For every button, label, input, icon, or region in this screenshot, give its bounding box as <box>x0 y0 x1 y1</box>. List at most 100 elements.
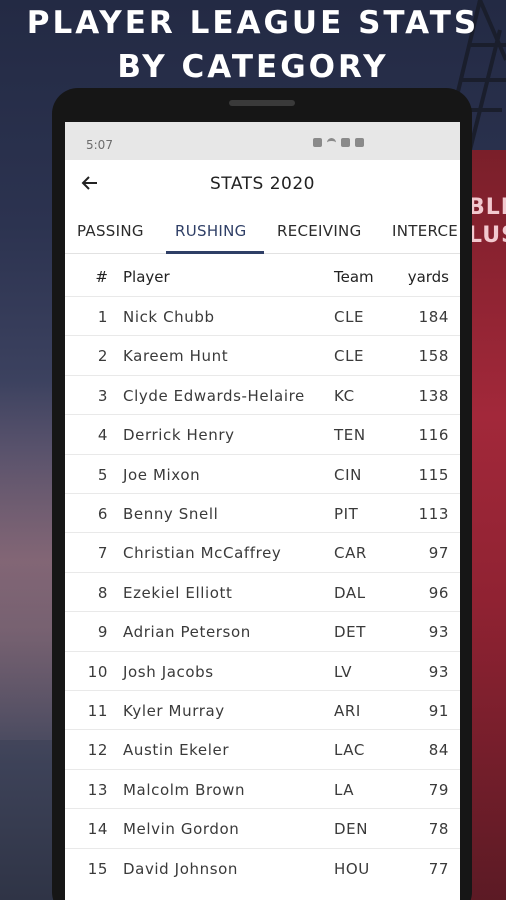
yards-cell: 138 <box>418 386 449 405</box>
player-name-cell: Austin Ekeler <box>123 741 230 760</box>
yards-cell: 113 <box>418 505 449 523</box>
player-name-cell: Kyler Murray <box>123 702 225 720</box>
background-billboard <box>466 150 506 900</box>
team-cell: KC <box>334 386 355 405</box>
yards-cell: 97 <box>428 544 449 563</box>
player-name-cell: Benny Snell <box>123 505 219 523</box>
back-button[interactable] <box>81 174 105 198</box>
rank-cell: 7 <box>97 544 108 563</box>
team-cell: CAR <box>334 544 367 563</box>
status-icons <box>313 138 364 147</box>
app-screen: 5:07 STATS 2020 PASSING RUSHING RECEIVIN… <box>65 122 460 900</box>
yards-cell: 93 <box>428 662 449 681</box>
background-tower-graphic <box>442 0 506 150</box>
yards-cell: 184 <box>418 308 449 326</box>
table-row[interactable]: 15 David Johnson HOU 77 <box>65 847 460 887</box>
phone-speaker <box>229 100 295 106</box>
yards-cell: 78 <box>428 820 449 839</box>
rank-cell: 6 <box>97 505 108 523</box>
rank-cell: 2 <box>97 347 108 366</box>
yards-cell: 116 <box>418 426 449 445</box>
rank-cell: 15 <box>87 859 108 878</box>
yards-cell: 96 <box>428 583 449 602</box>
player-name-cell: Clyde Edwards-Helaire <box>123 386 305 405</box>
tab-passing[interactable]: PASSING <box>77 222 144 240</box>
table-row[interactable]: 10 Josh Jacobs LV 93 <box>65 650 460 690</box>
player-name-cell: Derrick Henry <box>123 426 235 445</box>
rank-cell: 12 <box>87 741 108 760</box>
table-row[interactable]: 3 Clyde Edwards-Helaire KC 138 <box>65 374 460 414</box>
player-name-cell: Joe Mixon <box>123 465 201 484</box>
yards-cell: 115 <box>418 465 449 484</box>
table-row[interactable]: 5 Joe Mixon CIN 115 <box>65 453 460 493</box>
team-cell: HOU <box>334 859 370 878</box>
table-row[interactable]: 9 Adrian Peterson DET 93 <box>65 611 460 650</box>
yards-cell: 158 <box>418 347 449 366</box>
team-cell: CIN <box>334 465 362 484</box>
tab-rushing[interactable]: RUSHING <box>175 222 247 240</box>
signal-icon <box>341 138 350 147</box>
team-cell: DEN <box>334 820 369 839</box>
player-name-cell: Nick Chubb <box>123 308 215 326</box>
rank-cell: 1 <box>97 308 108 326</box>
table-header: # Player Team yards <box>65 256 460 296</box>
category-tabs: PASSING RUSHING RECEIVING INTERCE <box>65 210 460 254</box>
rank-cell: 3 <box>97 386 108 405</box>
table-row[interactable]: 1 Nick Chubb CLE 184 <box>65 296 460 335</box>
player-name-cell: Josh Jacobs <box>123 662 214 681</box>
promo-headline-line2: By Category <box>117 49 389 85</box>
table-row[interactable]: 7 Christian McCaffrey CAR 97 <box>65 532 460 571</box>
alarm-icon <box>313 138 322 147</box>
table-row[interactable]: 11 Kyler Murray ARI 91 <box>65 690 460 729</box>
rank-cell: 5 <box>97 465 108 484</box>
table-row[interactable]: 2 Kareem Hunt CLE 158 <box>65 335 460 374</box>
rank-cell: 4 <box>97 426 108 445</box>
table-row[interactable]: 14 Melvin Gordon DEN 78 <box>65 808 460 847</box>
rank-cell: 13 <box>87 780 108 799</box>
yards-cell: 77 <box>428 859 449 878</box>
rank-cell: 11 <box>87 702 108 720</box>
arrow-left-icon <box>81 176 97 190</box>
header-yards[interactable]: yards <box>407 268 449 286</box>
tab-receiving[interactable]: RECEIVING <box>277 222 362 240</box>
player-name-cell: Melvin Gordon <box>123 820 240 839</box>
player-name-cell: Kareem Hunt <box>123 347 229 366</box>
header-team[interactable]: Team <box>334 268 374 286</box>
player-name-cell: Ezekiel Elliott <box>123 583 233 602</box>
status-time: 5:07 <box>86 138 113 152</box>
battery-icon <box>355 138 364 147</box>
header-rank: # <box>95 268 108 286</box>
team-cell: DET <box>334 623 366 642</box>
table-row[interactable]: 8 Ezekiel Elliott DAL 96 <box>65 571 460 611</box>
table-row[interactable]: 12 Austin Ekeler LAC 84 <box>65 729 460 768</box>
table-row[interactable]: 4 Derrick Henry TEN 116 <box>65 414 460 453</box>
active-tab-indicator <box>166 251 264 254</box>
app-toolbar: STATS 2020 <box>65 160 460 210</box>
team-cell: DAL <box>334 583 366 602</box>
player-name-cell: Christian McCaffrey <box>123 544 282 563</box>
tab-interceptions[interactable]: INTERCE <box>392 222 459 240</box>
yards-cell: 91 <box>428 702 449 720</box>
billboard-text: BLE LUS <box>468 195 506 248</box>
status-bar: 5:07 <box>65 122 460 160</box>
rank-cell: 8 <box>97 583 108 602</box>
player-name-cell: Malcolm Brown <box>123 780 246 799</box>
rank-cell: 14 <box>87 820 108 839</box>
team-cell: ARI <box>334 702 361 720</box>
team-cell: CLE <box>334 308 365 326</box>
team-cell: LV <box>334 662 353 681</box>
wifi-icon <box>327 138 336 147</box>
yards-cell: 79 <box>428 780 449 799</box>
yards-cell: 84 <box>428 741 449 760</box>
promo-headline-line1: Player League Stats <box>26 5 480 41</box>
yards-cell: 93 <box>428 623 449 642</box>
team-cell: PIT <box>334 505 359 523</box>
team-cell: LA <box>334 780 355 799</box>
player-name-cell: David Johnson <box>123 859 238 878</box>
team-cell: CLE <box>334 347 365 366</box>
rank-cell: 10 <box>87 662 108 681</box>
header-player[interactable]: Player <box>123 268 170 286</box>
table-row[interactable]: 6 Benny Snell PIT 113 <box>65 493 460 532</box>
table-row[interactable]: 13 Malcolm Brown LA 79 <box>65 768 460 808</box>
page-title: STATS 2020 <box>209 174 315 194</box>
